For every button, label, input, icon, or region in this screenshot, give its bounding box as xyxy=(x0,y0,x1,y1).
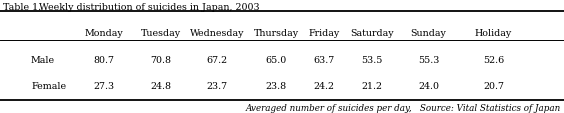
Text: 55.3: 55.3 xyxy=(418,56,439,65)
Text: Friday: Friday xyxy=(309,29,340,38)
Text: 65.0: 65.0 xyxy=(266,56,287,65)
Text: Monday: Monday xyxy=(85,29,124,38)
Text: Weekly distribution of suicides in Japan, 2003: Weekly distribution of suicides in Japan… xyxy=(39,3,260,12)
Text: 23.8: 23.8 xyxy=(266,81,287,90)
Text: Tuesday: Tuesday xyxy=(140,29,181,38)
Text: Holiday: Holiday xyxy=(475,29,512,38)
Text: Female: Female xyxy=(31,81,66,90)
Text: 27.3: 27.3 xyxy=(94,81,115,90)
Text: 24.0: 24.0 xyxy=(418,81,439,90)
Text: Male: Male xyxy=(31,56,55,65)
Text: Thursday: Thursday xyxy=(254,29,299,38)
Text: 23.7: 23.7 xyxy=(206,81,228,90)
Text: Sunday: Sunday xyxy=(411,29,447,38)
Text: 20.7: 20.7 xyxy=(483,81,504,90)
Text: Wednesday: Wednesday xyxy=(190,29,244,38)
Text: 21.2: 21.2 xyxy=(362,81,383,90)
Text: 67.2: 67.2 xyxy=(206,56,228,65)
Text: 70.8: 70.8 xyxy=(150,56,171,65)
Text: Saturday: Saturday xyxy=(350,29,394,38)
Text: 80.7: 80.7 xyxy=(94,56,115,65)
Text: 53.5: 53.5 xyxy=(362,56,383,65)
Text: Table 1.: Table 1. xyxy=(3,3,41,12)
Text: 63.7: 63.7 xyxy=(314,56,335,65)
Text: 24.8: 24.8 xyxy=(150,81,171,90)
Text: 52.6: 52.6 xyxy=(483,56,504,65)
Text: 24.2: 24.2 xyxy=(314,81,335,90)
Text: Averaged number of suicides per day,   Source: Vital Statistics of Japan: Averaged number of suicides per day, Sou… xyxy=(246,103,561,112)
